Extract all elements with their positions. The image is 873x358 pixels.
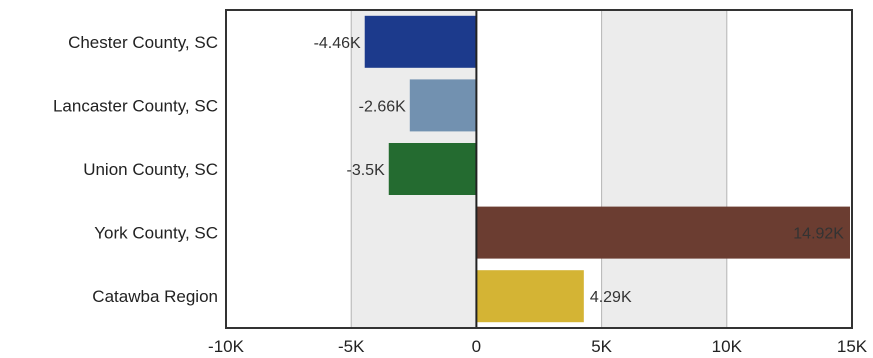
category-labels: Chester County, SC Lancaster County, SC Un… <box>53 33 218 306</box>
bar <box>409 79 477 132</box>
grid-lines <box>350 10 728 328</box>
data-labels: -4.46K -2.66K -3.5K 14.92K 4.29K <box>314 35 845 306</box>
plot-border <box>225 9 853 329</box>
grid-band <box>226 10 352 328</box>
bar <box>388 143 477 195</box>
data-label: 14.92K <box>793 226 844 243</box>
data-label: 4.29K <box>590 289 632 306</box>
x-tick-label: 0 <box>472 337 481 356</box>
plot-frame <box>225 9 853 329</box>
data-label: -2.66K <box>359 98 406 115</box>
x-tick-label: -5K <box>338 337 365 356</box>
data-label: -4.46K <box>314 35 361 52</box>
data-label: -3.5K <box>347 162 386 179</box>
bar <box>476 206 850 259</box>
bars <box>364 15 850 323</box>
x-tick-labels: -10K -5K 0 5K 10K 15K <box>208 337 868 356</box>
grid-band <box>726 10 852 328</box>
category-label: Catawba Region <box>92 287 218 306</box>
x-tick-label: 5K <box>591 337 612 356</box>
bar <box>476 270 584 323</box>
x-tick-label: -10K <box>208 337 245 356</box>
bar <box>364 15 477 68</box>
x-tick-label: 10K <box>712 337 743 356</box>
category-label: York County, SC <box>94 224 218 243</box>
category-label: Lancaster County, SC <box>53 96 218 115</box>
category-label: Union County, SC <box>83 160 218 179</box>
category-label: Chester County, SC <box>68 33 218 52</box>
grid-band <box>601 10 727 328</box>
x-tick-label: 15K <box>837 337 868 356</box>
